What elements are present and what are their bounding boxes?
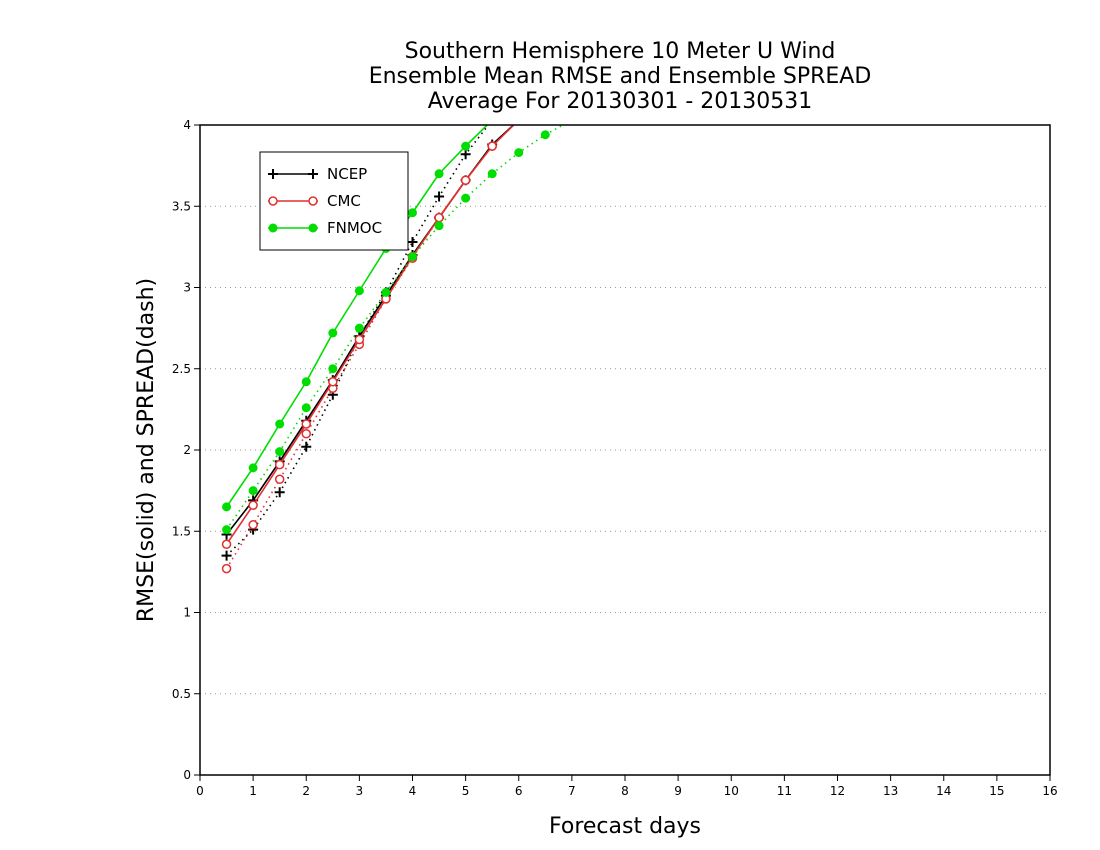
chart-title: Southern Hemisphere 10 Meter U Wind Ense…	[369, 39, 872, 114]
x-tick-label: 5	[462, 784, 470, 798]
x-tick-label: 16	[1042, 784, 1057, 798]
grid-lines	[200, 205, 1050, 695]
x-tick-label: 9	[674, 784, 682, 798]
fnmoc-spread-point	[434, 221, 444, 231]
x-tick-label: 10	[724, 784, 739, 798]
cmc-rmse-point	[274, 459, 285, 470]
cmc-rmse-line	[225, 125, 515, 545]
cmc-rmse-point	[328, 377, 338, 387]
cmc-spread-point	[221, 563, 232, 574]
fnmoc-rmse-point	[275, 419, 285, 429]
fnmoc-spread-point	[222, 525, 232, 535]
legend-marker	[308, 196, 318, 206]
y-tick-label: 1.5	[172, 524, 191, 538]
fnmoc-spread-point	[354, 323, 364, 333]
x-tick-label: 13	[883, 784, 898, 798]
fnmoc-spread-point	[275, 447, 285, 457]
fnmoc-rmse-series	[222, 125, 489, 512]
y-tick-label: 4	[183, 118, 191, 132]
fnmoc-spread-point	[248, 486, 258, 496]
legend-marker	[308, 223, 318, 233]
x-tick-label: 7	[568, 784, 576, 798]
fnmoc-rmse-point	[408, 208, 417, 218]
y-tick-label: 2	[183, 443, 191, 457]
fnmoc-spread-point	[381, 287, 391, 297]
fnmoc-spread-series	[222, 125, 565, 535]
y-tick-label: 1	[183, 606, 191, 620]
x-tick-label: 15	[989, 784, 1004, 798]
fnmoc-spread-point	[408, 252, 417, 262]
fnmoc-spread-point	[461, 193, 471, 203]
x-tick-label: 2	[302, 784, 310, 798]
x-tick-label: 8	[621, 784, 629, 798]
y-axis-label: RMSE(solid) and SPREAD(dash)	[134, 278, 159, 622]
y-axis: 0 0.5 1 1.5 2 2.5 3 3.5 4	[172, 118, 200, 782]
cmc-rmse-point	[460, 175, 471, 185]
fnmoc-rmse-point	[461, 141, 471, 151]
cmc-rmse-point	[487, 141, 497, 151]
legend-label: CMC	[327, 192, 361, 210]
fnmoc-rmse-point	[354, 286, 364, 296]
fnmoc-spread-point	[301, 403, 311, 413]
legend-marker	[308, 169, 318, 179]
x-tick-label: 6	[515, 784, 523, 798]
ncep-spread-point	[460, 149, 471, 160]
title-line-3: Average For 20130301 - 20130531	[428, 89, 813, 114]
x-tick-label: 11	[777, 784, 792, 798]
x-tick-label: 1	[249, 784, 257, 798]
x-axis: 0 1 2 3 4 5 6 7 8 9 10 11 12 13 14 15 16	[196, 775, 1058, 798]
cmc-spread-point	[248, 520, 258, 530]
legend-item-cmc: CMC	[268, 192, 361, 210]
legend-marker	[268, 223, 278, 233]
ncep-spread-line	[226, 125, 490, 557]
y-tick-label: 3.5	[172, 199, 191, 213]
fnmoc-spread-point	[514, 148, 524, 158]
cmc-rmse-point	[354, 334, 365, 345]
x-tick-label: 14	[936, 784, 951, 798]
legend-marker	[268, 196, 278, 206]
y-tick-label: 2.5	[172, 362, 191, 376]
fnmoc-rmse-point	[301, 377, 311, 387]
y-tick-label: 0	[183, 768, 191, 782]
cmc-rmse-point	[301, 419, 311, 429]
x-tick-label: 4	[409, 784, 417, 798]
fnmoc-spread-point	[487, 169, 497, 179]
ncep-spread-point	[274, 487, 285, 498]
cmc-rmse-point	[221, 539, 232, 549]
x-tick-label: 12	[830, 784, 845, 798]
x-tick-label: 0	[196, 784, 204, 798]
fnmoc-spread-point	[540, 130, 550, 140]
title-line-2: Ensemble Mean RMSE and Ensemble SPREAD	[369, 64, 872, 89]
x-axis-label: Forecast days	[549, 814, 701, 839]
legend-marker	[268, 169, 278, 179]
legend-label: NCEP	[327, 165, 367, 183]
fnmoc-rmse-point	[434, 169, 444, 179]
y-tick-label: 3	[183, 281, 191, 295]
x-tick-label: 3	[356, 784, 364, 798]
legend-label: FNMOC	[327, 219, 382, 237]
fnmoc-spread-point	[328, 364, 338, 374]
cmc-rmse-point	[248, 500, 258, 510]
legend: NCEP CMC FNMOC	[259, 151, 409, 251]
ncep-spread-point	[301, 441, 312, 452]
cmc-spread-point	[274, 474, 285, 484]
legend-item-fnmoc: FNMOC	[268, 219, 382, 237]
fnmoc-spread-line	[225, 125, 565, 531]
ncep-spread-point	[434, 191, 445, 202]
ncep-spread-point	[221, 550, 232, 561]
cmc-rmse-point	[434, 212, 444, 223]
fnmoc-rmse-point	[328, 328, 338, 338]
series-group	[221, 125, 565, 574]
title-line-1: Southern Hemisphere 10 Meter U Wind	[405, 39, 836, 64]
legend-item-ncep: NCEP	[268, 165, 367, 183]
ncep-spread-point	[407, 237, 418, 247]
y-tick-label: 0.5	[172, 687, 191, 701]
cmc-spread-point	[301, 429, 311, 439]
fnmoc-rmse-point	[222, 502, 232, 512]
fnmoc-rmse-point	[248, 463, 258, 473]
